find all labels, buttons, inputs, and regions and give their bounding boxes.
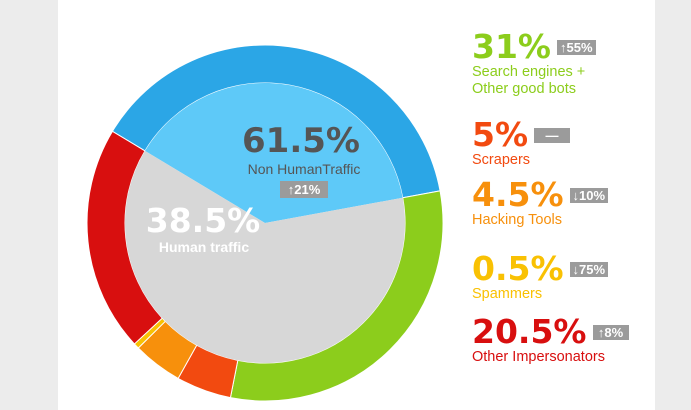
legend-value-row: 0.5% ↓75% bbox=[472, 249, 609, 288]
legend-percent: 31% bbox=[472, 27, 551, 66]
traffic-donut-chart: 61.5% Non HumanTraffic ↑21% 38.5% Human … bbox=[86, 44, 444, 402]
legend-item: 31% ↑55% Search engines + Other good bots bbox=[472, 30, 596, 98]
legend-label: Other Impersonators bbox=[472, 349, 605, 365]
legend-item: 4.5% ↓10% Hacking Tools bbox=[472, 175, 609, 229]
legend-percent: 0.5% bbox=[472, 249, 564, 288]
legend-label: Search engines + bbox=[472, 64, 586, 80]
legend-change-badge: ↓10% bbox=[569, 187, 609, 203]
legend-change-badge: ↓75% bbox=[569, 261, 609, 277]
legend-label: Other good bots bbox=[472, 81, 576, 97]
legend-change-badge: — bbox=[534, 127, 571, 143]
human-label: Human traffic bbox=[159, 239, 249, 255]
non-human-change: ↑21% bbox=[288, 182, 321, 197]
legend-change-badge: ↑8% bbox=[592, 324, 629, 340]
legend-value-row: 31% ↑55% bbox=[472, 30, 596, 64]
legend-percent: 20.5% bbox=[472, 312, 587, 351]
inner-disc bbox=[125, 82, 405, 363]
legend-change-badge: ↑55% bbox=[557, 39, 596, 55]
outer-ring bbox=[86, 44, 444, 402]
legend-label: Scrapers bbox=[472, 152, 531, 168]
legend-item: 5% — Scrapers bbox=[472, 115, 571, 169]
human-percent: 38.5% bbox=[146, 201, 261, 240]
inner-slice-non-humantraffic bbox=[125, 150, 405, 363]
legend-label: Hacking Tools bbox=[472, 212, 563, 228]
legend-item: 0.5% ↓75% Spammers bbox=[472, 249, 609, 303]
legend-value-row: 5% — bbox=[472, 115, 571, 154]
non-human-label: Non HumanTraffic bbox=[248, 161, 361, 177]
legend-percent: 4.5% bbox=[472, 175, 564, 214]
legend-item: 20.5% ↑8% Other Impersonators bbox=[472, 315, 629, 366]
non-human-change-badge bbox=[280, 181, 328, 198]
legend-value-row: 20.5% ↑8% bbox=[472, 315, 629, 349]
legend-value-row: 4.5% ↓10% bbox=[472, 175, 609, 214]
infographic-card: 61.5% Non HumanTraffic ↑21% 38.5% Human … bbox=[58, 0, 655, 410]
legend-percent: 5% bbox=[472, 115, 529, 154]
inner-slice-human-traffic bbox=[144, 82, 403, 223]
non-human-percent: 61.5% bbox=[242, 121, 360, 161]
legend-label: Spammers bbox=[472, 286, 543, 302]
